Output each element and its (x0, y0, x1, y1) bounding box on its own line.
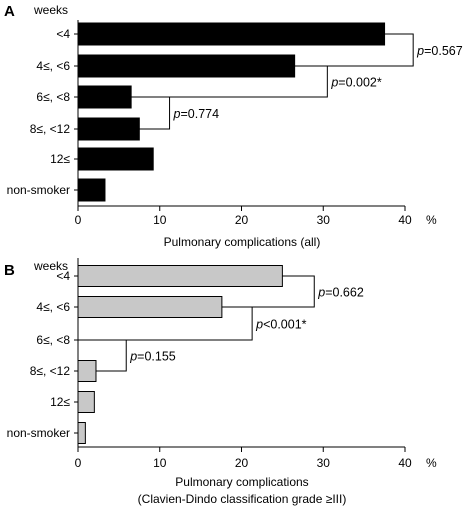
x-tick-label: 0 (75, 456, 82, 470)
x-tick-label: 20 (235, 213, 249, 227)
p-value-label: p=0.774 (173, 107, 220, 121)
panel-letter: B (4, 262, 15, 279)
p-value-label: p=0.002* (330, 76, 382, 90)
bar (77, 391, 95, 413)
category-label: 8≤, <12 (30, 122, 71, 136)
category-label: non-smoker (7, 426, 70, 440)
x-tick-label: 10 (153, 456, 167, 470)
comparison-bracket (294, 33, 414, 67)
p-value-label: p=0.567 (416, 44, 463, 58)
x-tick-label: 40 (398, 456, 412, 470)
bar (77, 265, 283, 287)
comparison-bracket (131, 65, 328, 98)
comparison-bracket (131, 96, 171, 130)
comparison-bracket (78, 306, 253, 341)
category-label: <4 (56, 27, 70, 41)
x-tick-label: 10 (153, 213, 167, 227)
bar (77, 54, 296, 78)
bar (77, 178, 106, 202)
comparison-bracket (221, 275, 315, 308)
category-label: 8≤, <12 (30, 364, 71, 378)
p-value-label: p=0.662 (317, 286, 364, 300)
bar (77, 117, 140, 141)
category-header: weeks (33, 3, 68, 17)
bar (77, 360, 97, 382)
category-label: 6≤, <8 (36, 333, 70, 347)
x-tick-label: 30 (317, 456, 331, 470)
x-axis-label: Pulmonary complications (all) (164, 235, 321, 249)
p-value-label: p<0.001* (255, 318, 307, 332)
bar (77, 85, 132, 109)
p-value-label: p=0.155 (129, 350, 176, 364)
bar (77, 147, 154, 171)
x-unit-label: % (426, 213, 437, 227)
category-label: 4≤, <6 (36, 59, 70, 73)
category-label: 6≤, <8 (36, 90, 70, 104)
x-unit-label: % (426, 456, 437, 470)
bar (77, 296, 223, 318)
category-header: weeks (33, 259, 68, 273)
x-tick-label: 20 (235, 456, 249, 470)
x-tick-label: 30 (317, 213, 331, 227)
bar (77, 422, 86, 444)
x-axis-label: Pulmonary complications (175, 475, 308, 489)
x-axis-label: (Clavien-Dindo classification grade ≥III… (138, 492, 347, 506)
category-label: <4 (56, 269, 70, 283)
x-tick-label: 40 (398, 213, 412, 227)
x-tick-label: 0 (75, 213, 82, 227)
category-label: 12≤ (50, 152, 70, 166)
category-label: non-smoker (7, 183, 70, 197)
panel-letter: A (4, 3, 15, 20)
comparison-bracket (78, 339, 127, 372)
category-label: 4≤, <6 (36, 300, 70, 314)
category-label: 12≤ (50, 395, 70, 409)
bar (77, 22, 386, 46)
